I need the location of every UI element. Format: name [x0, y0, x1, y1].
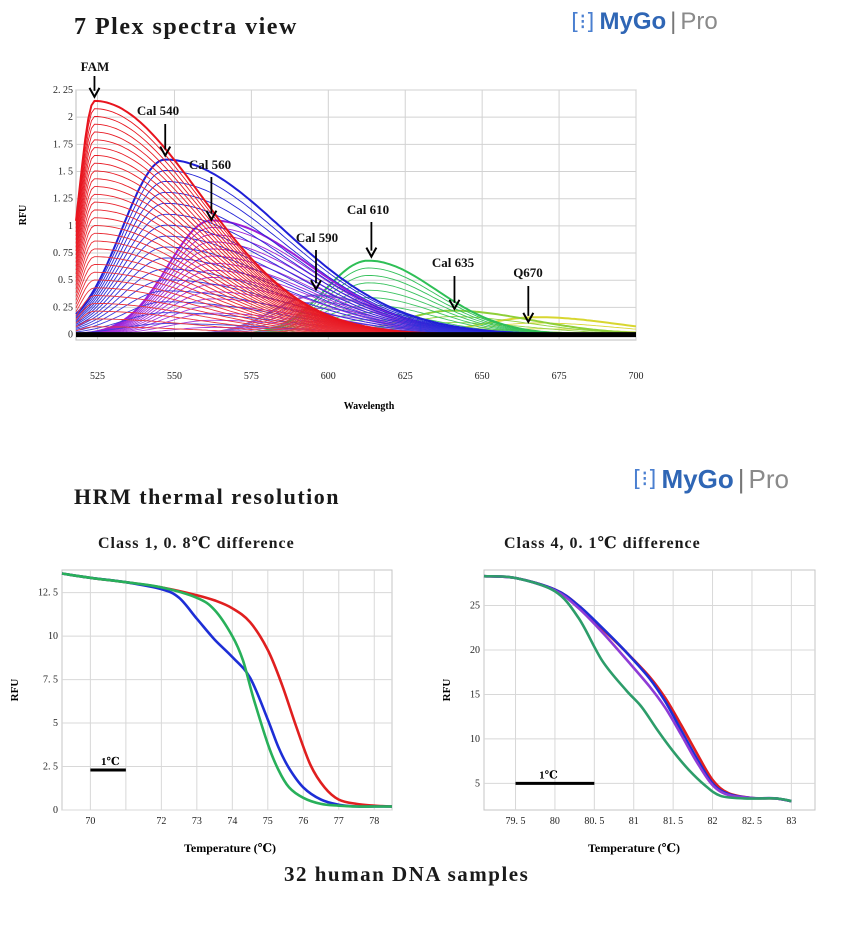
y-tick-label: 0. 5 — [58, 275, 73, 286]
y-tick-label: 20 — [470, 645, 480, 656]
logo-pro: Pro — [680, 8, 718, 35]
x-tick-label: 82. 5 — [742, 816, 762, 827]
x-tick-label: 575 — [244, 371, 259, 382]
annotations: FAM Cal 540 Cal 560 Cal 590 Cal 610 Cal 635 Q6… — [81, 59, 543, 324]
x-axis-label: Temperature (℃) — [588, 841, 680, 855]
x-tick-label: 83 — [786, 816, 796, 827]
y-tick-label: 2. 5 — [43, 762, 58, 773]
plot-frame — [483, 569, 816, 811]
x-tick-label: 600 — [321, 371, 336, 382]
mygo-pro-logo-bottom: [⁝] MyGo | Pro — [630, 464, 789, 495]
spectra-title: 7 Plex spectra view — [74, 14, 298, 40]
logo-separator: | — [670, 8, 677, 35]
x-tick-label: 675 — [552, 371, 567, 382]
y-axis-label: RFU — [18, 205, 29, 226]
y-tick-label: 2. 25 — [53, 85, 73, 96]
y-tick-label: 1. 25 — [53, 194, 73, 205]
x-tick-label: 81 — [629, 816, 639, 827]
logo-brand: MyGo — [661, 464, 734, 494]
x-tick-label: 72 — [156, 816, 166, 827]
annotation-arrow-head — [88, 87, 101, 99]
annotation-label: FAM — [81, 59, 110, 74]
y-tick-label: 1 — [68, 221, 73, 232]
annotation-arrow-head — [448, 299, 461, 311]
x-tick-label: 80 — [550, 816, 560, 827]
annotation-label: Cal 590 — [296, 230, 338, 245]
annotation-label: Cal 635 — [432, 255, 475, 270]
y-axis-label: RFU — [441, 679, 453, 702]
melt-curve-3 — [483, 574, 792, 803]
dna-bracket-icon: [⁝] — [630, 467, 660, 492]
x-tick-label: 74 — [227, 816, 237, 827]
x-tick-label: 625 — [398, 371, 413, 382]
annotation-arrow-head — [522, 312, 535, 324]
y-tick-label: 0 — [53, 805, 58, 816]
mygo-pro-logo-top: [⁝] MyGo | Pro — [568, 8, 718, 36]
x-tick-label: 70 — [85, 816, 95, 827]
hrm-title: HRM thermal resolution — [74, 484, 341, 509]
dna-samples-caption: 32 human DNA samples — [284, 862, 530, 886]
annotation-arrow-head — [365, 247, 378, 259]
x-axis-label: Temperature (℃) — [184, 841, 276, 855]
y-axis-label: RFU — [9, 679, 21, 702]
x-tick-label: 550 — [167, 371, 182, 382]
annotation-label: Cal 610 — [347, 202, 389, 217]
scale-bar-label: 1℃ — [539, 769, 558, 781]
logo-pro: Pro — [748, 464, 789, 494]
x-tick-label: 82 — [708, 816, 718, 827]
annotation-arrow-head — [159, 146, 172, 158]
hrm-left-subtitle: Class 1, 0. 8℃ difference — [98, 535, 295, 552]
y-tick-label: 0. 25 — [53, 302, 73, 313]
x-tick-label: 525 — [90, 371, 105, 382]
x-tick-label: 650 — [475, 371, 490, 382]
y-tick-label: 2 — [68, 112, 73, 123]
x-tick-label: 77 — [334, 816, 344, 827]
melt-curve-2 — [61, 572, 392, 808]
spectra-chart: 525 550 575 600 625 650 675 700 0 0. 25 0. 5 0. 75 1… — [18, 59, 644, 412]
x-tick-label: 78 — [369, 816, 379, 827]
dna-bracket-icon: [⁝] — [568, 9, 598, 35]
y-tick-label: 1. 75 — [53, 139, 73, 150]
scale-bar-label: 1℃ — [101, 756, 120, 768]
y-tick-label: 10 — [470, 734, 480, 745]
hrm-plot: 70 72 73 74 75 76 77 78 0 2. 5 5 7. 5 10 12. 5 Tempera… — [9, 569, 393, 855]
x-tick-label: 80. 5 — [584, 816, 604, 827]
y-tick-label: 7. 5 — [43, 675, 58, 686]
y-tick-label: 25 — [470, 601, 480, 612]
annotation-arrow-head — [310, 279, 322, 292]
spectra-plot: 525 550 575 600 625 650 675 700 0 0. 25 0. 5 0. 75 1… — [18, 59, 644, 412]
annotation-label: Q670 — [513, 265, 543, 280]
y-tick-label: 1. 5 — [58, 167, 73, 178]
annotation-arrow-head — [205, 210, 218, 222]
x-tick-label: 75 — [263, 816, 273, 827]
y-tick-label: 0. 75 — [53, 248, 73, 259]
logo-brand: MyGo — [599, 8, 667, 35]
annotation-label: Cal 560 — [189, 157, 231, 172]
x-tick-label: 73 — [192, 816, 202, 827]
y-tick-label: 5 — [475, 778, 480, 789]
hrm-plot: 79. 5 80 80. 5 81 81. 5 82 82. 5 83 5 10 15 20 25 Tem… — [441, 569, 816, 855]
y-tick-label: 0 — [68, 330, 73, 341]
x-tick-label: 700 — [629, 371, 644, 382]
y-tick-label: 10 — [48, 631, 58, 642]
logo-separator: | — [737, 464, 745, 494]
x-tick-label: 76 — [298, 816, 308, 827]
y-tick-label: 12. 5 — [38, 588, 58, 599]
y-tick-label: 15 — [470, 689, 480, 700]
x-tick-label: 81. 5 — [663, 816, 683, 827]
y-tick-label: 5 — [53, 718, 58, 729]
annotation-label: Cal 540 — [137, 103, 179, 118]
hrm-right-subtitle: Class 4, 0. 1℃ difference — [504, 535, 701, 552]
x-axis-label: Wavelength — [344, 401, 395, 412]
x-tick-label: 79. 5 — [506, 816, 526, 827]
